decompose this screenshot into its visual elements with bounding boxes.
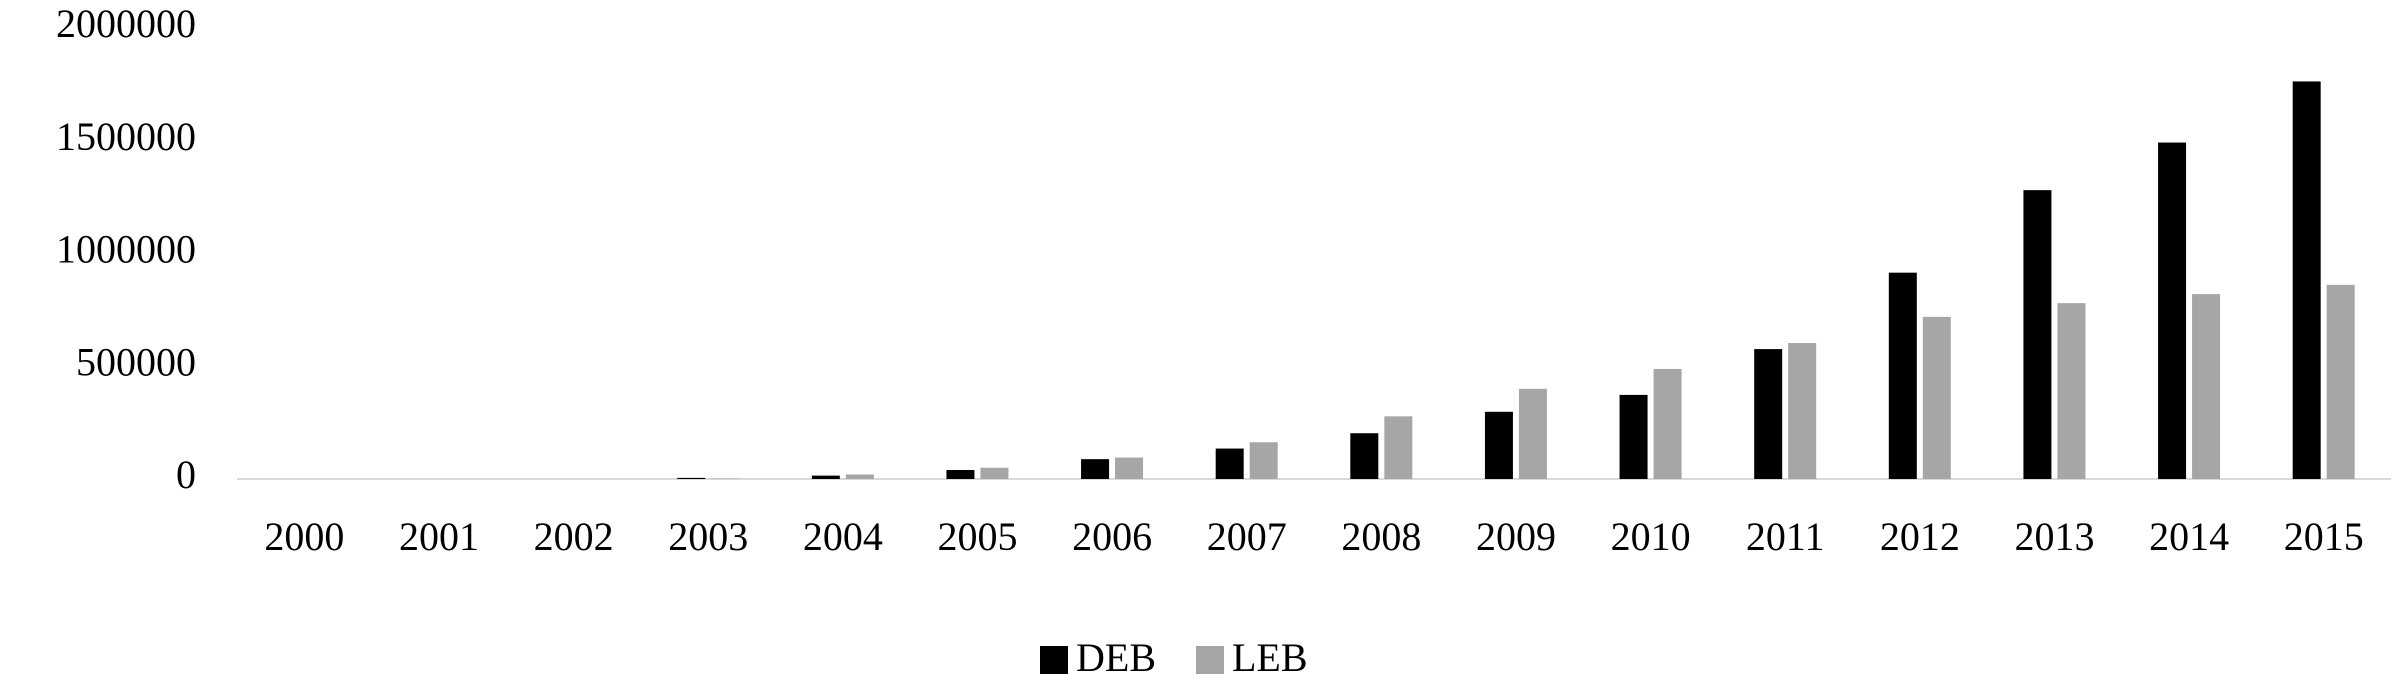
legend-label: DEB (1076, 635, 1156, 680)
bar (2292, 81, 2321, 480)
x-tick-label: 2002 (534, 514, 614, 559)
legend-swatch (1040, 646, 1068, 674)
y-tick-label: 1000000 (56, 227, 196, 272)
bar (2023, 190, 2052, 479)
bar (1384, 416, 1413, 479)
bar (1653, 368, 1682, 479)
x-tick-label: 2000 (264, 514, 344, 559)
x-tick-label: 2015 (2284, 514, 2364, 559)
x-tick-label: 2011 (1746, 514, 1825, 559)
bar (1922, 316, 1951, 479)
bar (980, 467, 1009, 479)
bar (1081, 459, 1110, 479)
bar (1888, 272, 1917, 479)
x-tick-label: 2007 (1207, 514, 1287, 559)
bar (1518, 388, 1547, 479)
bar (1484, 411, 1513, 479)
x-tick-label: 2013 (2014, 514, 2094, 559)
bar (1115, 457, 1144, 479)
x-tick-label: 2005 (937, 514, 1017, 559)
bar (2192, 294, 2221, 479)
x-tick-label: 2004 (803, 514, 883, 559)
x-tick-label: 2010 (1611, 514, 1691, 559)
y-tick-label: 2000000 (56, 1, 196, 46)
bar (2158, 142, 2187, 479)
bar (946, 469, 975, 479)
y-tick-label: 0 (176, 452, 196, 497)
bar (845, 474, 874, 479)
bar (811, 475, 840, 479)
bar (1754, 349, 1783, 479)
legend-swatch (1196, 646, 1224, 674)
x-tick-label: 2014 (2149, 514, 2229, 559)
bar (677, 477, 706, 479)
bar (2326, 284, 2355, 479)
bar (1215, 448, 1244, 479)
x-tick-label: 2012 (1880, 514, 1960, 559)
bar (1350, 433, 1379, 479)
x-tick-label: 2009 (1476, 514, 1556, 559)
bar (1619, 394, 1648, 479)
bar (2057, 303, 2086, 479)
x-tick-label: 2006 (1072, 514, 1152, 559)
x-tick-label: 2001 (399, 514, 479, 559)
x-tick-label: 2003 (668, 514, 748, 559)
y-tick-label: 500000 (76, 339, 196, 384)
y-tick-label: 1500000 (56, 114, 196, 159)
x-tick-label: 2008 (1341, 514, 1421, 559)
bar (1788, 343, 1817, 479)
bar (1249, 442, 1278, 479)
legend-label: LEB (1232, 635, 1308, 680)
